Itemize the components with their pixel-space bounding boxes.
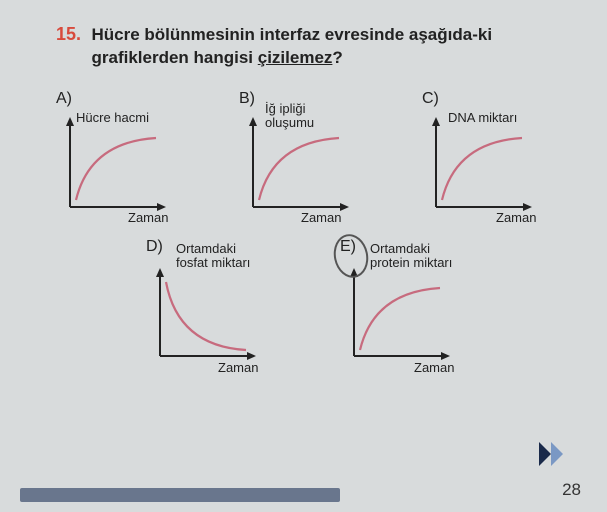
graph-a-svg	[56, 112, 201, 222]
graphs-row-1: A) Hücre hacmi Zaman B) İğ ipliği oluşum…	[56, 92, 567, 222]
ylabel-d: Ortamdaki fosfat miktarı	[176, 242, 266, 271]
question-page: 15. Hücre bölünmesinin interfaz evresind…	[0, 0, 607, 512]
graph-e: E) Ortamdaki protein miktarı Zaman	[340, 240, 490, 370]
ylabel-e: Ortamdaki protein miktarı	[370, 242, 470, 271]
ylabel-a: Hücre hacmi	[76, 110, 149, 125]
xlabel-c: Zaman	[496, 210, 536, 225]
question-text: Hücre bölünmesinin interfaz evresinde aş…	[91, 24, 561, 70]
option-letter-a: A)	[56, 90, 72, 108]
graph-d-svg	[146, 268, 296, 370]
xlabel-e: Zaman	[414, 360, 454, 375]
graph-c: C) DNA miktarı Zaman	[422, 92, 567, 222]
graph-a: A) Hücre hacmi Zaman	[56, 92, 201, 222]
page-chevrons-icon	[537, 440, 571, 468]
xlabel-a: Zaman	[128, 210, 168, 225]
graph-d: D) Ortamdaki fosfat miktarı Zaman	[146, 240, 296, 370]
question-number: 15.	[56, 24, 81, 45]
option-letter-c: C)	[422, 90, 439, 108]
option-letter-b: B)	[239, 90, 255, 108]
graph-c-svg	[422, 112, 567, 222]
graphs-row-2: D) Ortamdaki fosfat miktarı Zaman E) Ort…	[146, 240, 567, 370]
ylabel-c: DNA miktarı	[448, 110, 517, 125]
option-letter-d: D)	[146, 238, 163, 256]
xlabel-b: Zaman	[301, 210, 341, 225]
ylabel-b: İğ ipliği oluşumu	[265, 102, 335, 131]
xlabel-d: Zaman	[218, 360, 258, 375]
graph-e-svg	[340, 268, 490, 370]
question-text-part2: ?	[332, 48, 342, 67]
question-underlined: çizilemez	[258, 48, 333, 67]
footer-bar	[20, 488, 340, 502]
question-header: 15. Hücre bölünmesinin interfaz evresind…	[56, 24, 567, 70]
graph-b: B) İğ ipliği oluşumu Zaman	[239, 92, 384, 222]
page-number: 28	[562, 480, 581, 500]
